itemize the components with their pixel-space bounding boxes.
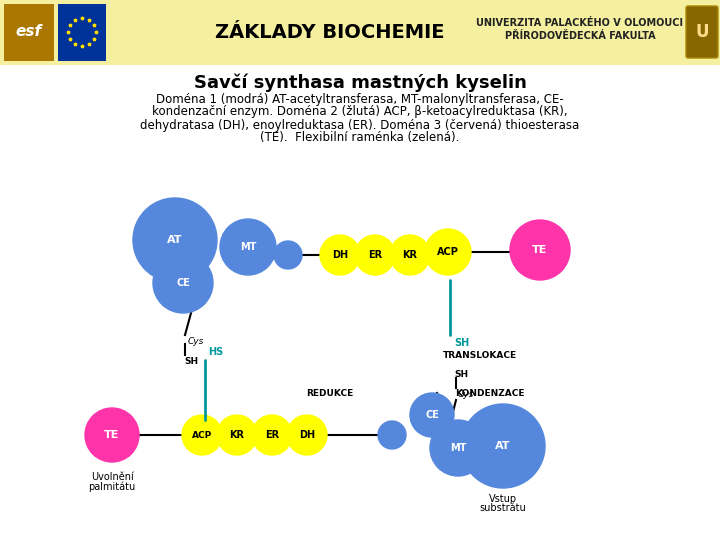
Text: AT: AT [167, 235, 183, 245]
FancyBboxPatch shape [686, 6, 718, 58]
Text: Uvolnění: Uvolnění [91, 472, 133, 482]
Text: SH: SH [454, 370, 468, 379]
Text: ZÁKLADY BIOCHEMIE: ZÁKLADY BIOCHEMIE [215, 24, 445, 43]
Text: DH: DH [332, 250, 348, 260]
Circle shape [320, 235, 360, 275]
Circle shape [217, 415, 257, 455]
Text: Doména 1 (modrá) AT-acetyltransferasa, MT-malonyltransferasa, CE-: Doména 1 (modrá) AT-acetyltransferasa, M… [156, 92, 564, 105]
Circle shape [153, 253, 213, 313]
Text: SH: SH [454, 338, 469, 348]
Text: Cys: Cys [188, 337, 204, 346]
Text: TRANSLOKACE: TRANSLOKACE [443, 351, 517, 360]
Circle shape [430, 420, 486, 476]
Text: substrátu: substrátu [480, 503, 526, 513]
Text: CE: CE [176, 278, 190, 288]
Text: Vstup: Vstup [489, 494, 517, 504]
Text: SH: SH [184, 357, 198, 366]
Circle shape [461, 404, 545, 488]
Circle shape [133, 198, 217, 282]
Circle shape [378, 421, 406, 449]
Circle shape [425, 229, 471, 275]
Text: KR: KR [230, 430, 245, 440]
Circle shape [355, 235, 395, 275]
Text: ER: ER [265, 430, 279, 440]
Text: MT: MT [240, 242, 256, 252]
Bar [4, 4, 54, 61]
Circle shape [287, 415, 327, 455]
Circle shape [410, 393, 454, 437]
Text: PŘÍRODOVĚDECKÁ FAKULTA: PŘÍRODOVĚDECKÁ FAKULTA [505, 31, 655, 41]
Text: KONDENZACE: KONDENZACE [455, 388, 525, 397]
Text: dehydratasa (DH), enoylreduktasa (ER). Doména 3 (červená) thioesterasa: dehydratasa (DH), enoylreduktasa (ER). D… [140, 118, 580, 132]
Text: palmitátu: palmitátu [89, 481, 135, 491]
Circle shape [252, 415, 292, 455]
Text: ACP: ACP [437, 247, 459, 257]
Text: kondenzační enzym. Doména 2 (žlutá) ACP, β-ketoacylreduktasa (KR),: kondenzační enzym. Doména 2 (žlutá) ACP,… [152, 105, 568, 118]
Text: ACP: ACP [192, 430, 212, 440]
Circle shape [220, 219, 276, 275]
Circle shape [510, 220, 570, 280]
Text: Cys: Cys [458, 390, 474, 399]
Circle shape [274, 241, 302, 269]
Bar [58, 4, 106, 61]
Bar [0, 65, 720, 540]
Bar [0, 0, 720, 65]
Circle shape [390, 235, 430, 275]
Text: UNIVERZITA PALACKÉHO V OLOMOUCI: UNIVERZITA PALACKÉHO V OLOMOUCI [477, 18, 683, 28]
Text: AT: AT [495, 441, 510, 451]
Circle shape [182, 415, 222, 455]
Circle shape [85, 408, 139, 462]
Text: KR: KR [402, 250, 418, 260]
Text: U: U [696, 23, 708, 41]
Text: Savčí synthasa mastných kyselin: Savčí synthasa mastných kyselin [194, 74, 526, 92]
Text: REDUKCE: REDUKCE [307, 388, 354, 397]
Text: esf: esf [16, 24, 42, 39]
Text: MT: MT [450, 443, 466, 453]
Text: TE: TE [104, 430, 120, 440]
Text: (TE).  Flexibilní raménka (zelená).: (TE). Flexibilní raménka (zelená). [261, 132, 459, 145]
Text: HS: HS [208, 347, 223, 357]
Text: DH: DH [299, 430, 315, 440]
Text: TE: TE [532, 245, 548, 255]
Text: CE: CE [425, 410, 439, 420]
Text: ER: ER [368, 250, 382, 260]
